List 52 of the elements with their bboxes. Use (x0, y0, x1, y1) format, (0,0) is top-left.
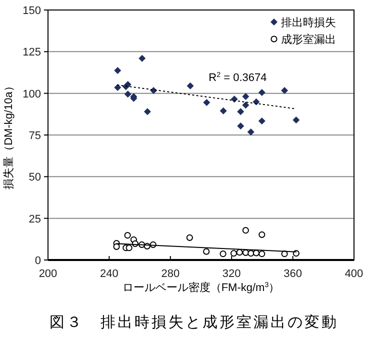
point (203, 99, 210, 106)
y-tick-label: 0 (34, 255, 41, 267)
point (124, 81, 132, 88)
point (242, 102, 250, 109)
y-tick-label: 100 (22, 88, 41, 100)
point (124, 90, 132, 98)
y-axis-title: 損失量（DM-kg/10a） (2, 80, 15, 190)
legend-label: 成形室漏出 (281, 33, 336, 46)
legend-label: 排出時損失 (281, 16, 336, 29)
x-axis-title: ロールベール密度（FM-kg/m$^{3}$） (122, 281, 280, 294)
point (113, 243, 120, 250)
y-tick-label: 75 (28, 130, 41, 142)
point (220, 107, 227, 114)
point (281, 87, 288, 94)
point (186, 82, 194, 90)
x-tick-label: 320 (222, 268, 241, 280)
point (230, 250, 238, 257)
point (114, 84, 122, 91)
y-tick-label: 150 (22, 5, 41, 17)
point (248, 250, 254, 257)
y-tick-label: 25 (28, 213, 41, 226)
point (237, 122, 244, 130)
point (144, 108, 151, 116)
point (242, 93, 250, 100)
text: 図３ 排出時損失と成形室漏出の変動 (50, 313, 338, 331)
point (236, 249, 243, 256)
point (124, 232, 131, 239)
x-tick-label: 400 (344, 268, 364, 280)
point (114, 67, 122, 74)
point (242, 227, 249, 234)
point (258, 89, 266, 96)
point (258, 231, 266, 238)
point (292, 250, 300, 257)
point (292, 116, 300, 124)
point (220, 250, 226, 258)
point (230, 96, 238, 103)
x-tick-label: 360 (284, 268, 302, 280)
x-tick-label: 280 (161, 268, 180, 280)
point (138, 54, 146, 62)
y-tick-label: 50 (28, 172, 41, 184)
point (252, 98, 260, 106)
point (237, 108, 244, 116)
point (258, 118, 266, 124)
point (247, 128, 254, 136)
x-tick-label: 240 (100, 268, 118, 280)
point (203, 248, 210, 255)
point (186, 234, 193, 241)
y-tick-label: 125 (22, 46, 41, 59)
point (126, 244, 132, 252)
x-tick-label: 200 (38, 268, 58, 280)
annotation: R$^{2}$ = 0.3674 (208, 71, 267, 84)
point (258, 250, 266, 258)
